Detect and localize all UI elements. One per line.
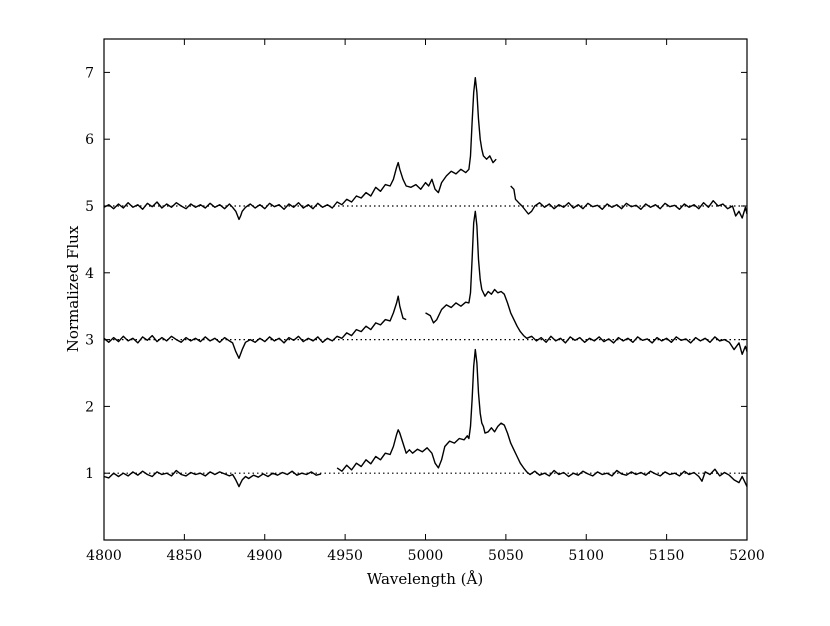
spectrum-line-offset-1-segment-1 <box>103 469 322 488</box>
x-tick-label: 5050 <box>488 548 524 564</box>
x-axis-label: Wavelength (Å) <box>367 570 483 588</box>
y-tick-label: 1 <box>85 466 94 482</box>
spectra-group <box>103 77 748 488</box>
plot-frame <box>103 38 748 541</box>
x-tick-label: 5000 <box>408 548 444 564</box>
spectrum-line-offset-5-segment-2 <box>510 185 748 219</box>
y-tick-label: 5 <box>85 199 94 215</box>
y-tick-labels: 1 2 3 4 5 6 7 <box>85 65 94 482</box>
x-tick-label: 4850 <box>167 548 203 564</box>
x-tick-label: 4900 <box>247 548 283 564</box>
spectrum-line-offset-1-segment-2 <box>336 348 748 487</box>
x-tick-label: 4800 <box>86 548 122 564</box>
y-tick-label: 3 <box>85 333 94 349</box>
x-tick-labels: 4800 4850 4900 4950 5000 5050 5100 5150 5200 <box>86 548 765 564</box>
x-tick-label: 4950 <box>327 548 363 564</box>
y-tick-label: 7 <box>85 65 94 81</box>
y-tick-label: 6 <box>85 132 94 148</box>
spectrum-line-offset-3-segment-2 <box>425 210 748 355</box>
y-tick-label: 2 <box>85 399 94 415</box>
x-tick-label: 5100 <box>568 548 604 564</box>
y-tick-label: 4 <box>85 266 94 282</box>
y-axis-label: Normalized Flux <box>64 225 82 352</box>
spectrum-line-offset-3-segment-1 <box>103 295 407 359</box>
spectrum-line-offset-5-segment-1 <box>103 77 497 221</box>
x-tick-label: 5200 <box>729 548 765 564</box>
x-tick-label: 5150 <box>649 548 685 564</box>
